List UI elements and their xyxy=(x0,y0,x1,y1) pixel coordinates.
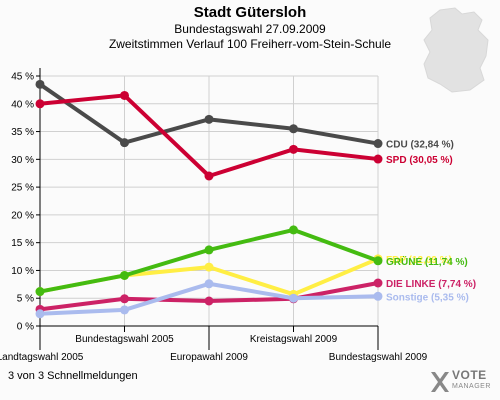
x-tick-label: Bundestagswahl 2009 xyxy=(329,352,428,363)
y-tick-label: 35 % xyxy=(11,127,34,138)
y-tick-label: 20 % xyxy=(11,210,34,221)
logo-text-vote: VOTE xyxy=(452,368,487,382)
data-point-sonstige xyxy=(35,309,45,319)
chart-series xyxy=(35,79,383,319)
data-point-cdu xyxy=(120,138,129,148)
y-tick-label: 25 % xyxy=(11,183,34,194)
x-tick-label: Europawahl 2009 xyxy=(170,352,248,363)
logo-text-manager: MANAGER xyxy=(452,383,491,390)
data-point-spd xyxy=(373,154,383,164)
data-point-gr-ne xyxy=(120,270,129,280)
data-point-sonstige xyxy=(120,305,129,315)
x-axis-labels: Landtagswahl 2005 Bundestagswahl 2005 Euro… xyxy=(0,326,428,363)
data-point-die-linke xyxy=(120,294,129,304)
x-tick-label: Kreistagswahl 2009 xyxy=(250,334,338,345)
data-point-gr-ne xyxy=(289,225,298,235)
y-tick-label: 5 % xyxy=(17,294,34,305)
data-point-sonstige xyxy=(289,293,298,303)
y-axis-ticks: 0 % 5 % 10 % 15 % 20 % 25 % 30 % 35 % 40 % 45 % xyxy=(11,72,40,333)
chart-title: Stadt Gütersloh xyxy=(193,4,307,21)
data-point-spd xyxy=(204,171,214,181)
footer-status: 3 von 3 Schnellmeldungen xyxy=(8,370,138,382)
data-point-gr-ne xyxy=(204,245,214,255)
data-point-gr-ne xyxy=(35,287,45,297)
chart-subtitle-detail: Zweitstimmen Verlauf 100 Freiherr-vom-St… xyxy=(108,37,392,51)
y-tick-label: 40 % xyxy=(11,99,34,110)
y-tick-label: 45 % xyxy=(11,72,34,83)
data-point-die-linke xyxy=(204,296,214,306)
data-point-cdu xyxy=(289,124,298,134)
data-point-fdp xyxy=(204,262,214,272)
series-label-spd: SPD (30,05 %) xyxy=(386,155,453,166)
data-point-cdu xyxy=(204,114,214,124)
y-tick-label: 0 % xyxy=(17,322,34,333)
vote-manager-logo: VOTE MANAGER xyxy=(428,366,498,398)
x-tick-label: Bundestagswahl 2005 xyxy=(75,334,174,345)
vote-manager-x-icon xyxy=(431,372,449,392)
data-point-cdu xyxy=(35,79,45,89)
data-point-gr-ne xyxy=(373,256,383,266)
germany-map-icon xyxy=(423,7,489,93)
data-point-spd xyxy=(35,99,45,109)
series-labels: CDU (32,84 %) SPD (30,05 %) FDP (12,09 %)G… xyxy=(386,140,476,304)
x-tick-label: Landtagswahl 2005 xyxy=(0,352,84,363)
chart-subtitle: Bundestagswahl 27.09.2009 xyxy=(174,22,326,36)
y-tick-label: 10 % xyxy=(11,266,34,277)
series-label-fdp: FDP (12,09 %) xyxy=(386,255,452,266)
series-label-cdu: CDU (32,84 %) xyxy=(386,140,454,151)
series-label-sonstige: Sonstige (5,35 %) xyxy=(386,292,469,303)
data-point-spd xyxy=(120,90,129,100)
y-tick-label: 15 % xyxy=(11,238,34,249)
series-label-gr-ne: GRÜNE (11,74 %) xyxy=(386,255,468,268)
data-point-spd xyxy=(289,144,298,154)
series-label-die-linke: DIE LINKE (7,74 %) xyxy=(386,279,476,290)
chart-grid xyxy=(39,75,379,327)
data-point-sonstige xyxy=(373,291,383,301)
data-point-sonstige xyxy=(204,279,214,289)
data-point-cdu xyxy=(373,139,383,149)
data-point-die-linke xyxy=(373,278,383,288)
y-tick-label: 30 % xyxy=(11,155,34,166)
